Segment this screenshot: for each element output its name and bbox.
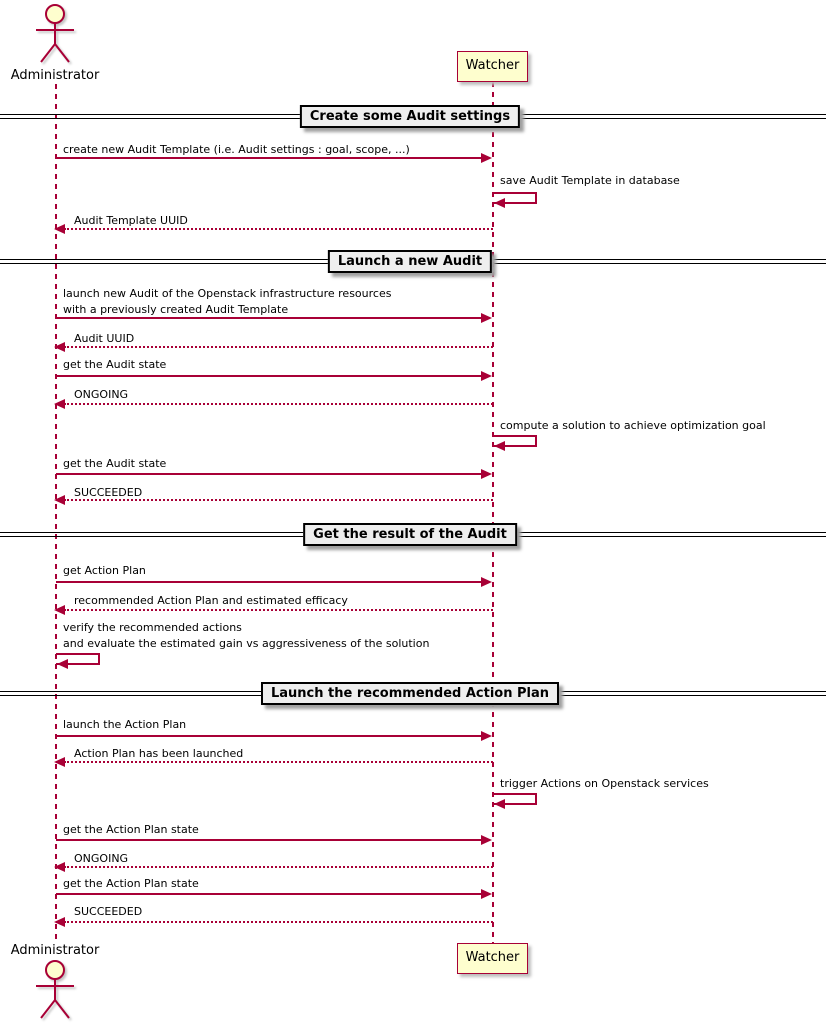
arrowhead-left-icon — [54, 757, 65, 767]
message-return-line — [64, 609, 493, 611]
message-return-line — [64, 866, 493, 868]
arrowhead-left-icon — [494, 799, 505, 809]
message-label: Audit UUID — [74, 332, 135, 345]
arrowhead-left-icon — [54, 917, 65, 927]
message-label: SUCCEEDED — [74, 486, 143, 499]
message-return-line — [64, 403, 493, 405]
message-arrow-line — [56, 375, 482, 377]
message-label: Audit Template UUID — [74, 214, 188, 227]
message-arrow-line — [56, 317, 482, 319]
arrowhead-right-icon — [481, 153, 492, 163]
arrowhead-left-icon — [54, 224, 65, 234]
divider-title: Get the result of the Audit — [303, 523, 517, 546]
message-return-line — [64, 346, 493, 348]
message-label: Action Plan has been launched — [74, 747, 244, 760]
watcher-box-bottom: Watcher — [457, 943, 528, 974]
self-message-loop — [493, 793, 537, 805]
arrowhead-left-icon — [54, 399, 65, 409]
message-arrow-line — [56, 893, 482, 895]
message-label: get the Action Plan state — [63, 877, 199, 890]
arrowhead-right-icon — [481, 313, 492, 323]
divider-title: Launch a new Audit — [327, 250, 493, 273]
actor-icon — [36, 960, 74, 1019]
message-return-line — [64, 921, 493, 923]
arrowhead-left-icon — [54, 495, 65, 505]
arrowhead-left-icon — [494, 198, 505, 208]
arrowhead-right-icon — [481, 731, 492, 741]
message-arrow-line — [56, 473, 482, 475]
arrowhead-left-icon — [494, 441, 505, 451]
message-label: ONGOING — [74, 852, 129, 865]
message-label: recommended Action Plan and estimated ef… — [74, 594, 348, 607]
arrowhead-left-icon — [54, 342, 65, 352]
divider-title: Create some Audit settings — [299, 105, 521, 128]
message-arrow-line — [56, 157, 482, 159]
message-label: get the Audit state — [63, 358, 167, 371]
actor-icon — [36, 4, 74, 63]
watcher-lifeline — [492, 82, 494, 943]
message-arrow-line — [56, 735, 482, 737]
watcher-box-top: Watcher — [457, 51, 528, 82]
message-return-line — [64, 228, 493, 230]
message-label: SUCCEEDED — [74, 905, 143, 918]
message-label: get the Audit state — [63, 457, 167, 470]
self-message-loop — [493, 435, 537, 447]
divider-title: Launch the recommended Action Plan — [260, 682, 560, 705]
message-arrow-line — [56, 581, 482, 583]
arrowhead-right-icon — [481, 835, 492, 845]
arrowhead-left-icon — [57, 659, 68, 669]
message-label: get Action Plan — [63, 564, 146, 577]
arrowhead-right-icon — [481, 469, 492, 479]
message-label: verify the recommended actions and evalu… — [63, 621, 430, 650]
message-label: trigger Actions on Openstack services — [500, 777, 709, 790]
administrator-label-bottom: Administrator — [10, 943, 100, 958]
arrowhead-left-icon — [54, 862, 65, 872]
message-label: save Audit Template in database — [500, 174, 680, 187]
message-label: get the Action Plan state — [63, 823, 199, 836]
arrowhead-right-icon — [481, 577, 492, 587]
message-label: compute a solution to achieve optimizati… — [500, 419, 766, 432]
self-message-loop — [56, 653, 100, 665]
administrator-label-top: Administrator — [10, 68, 100, 83]
arrowhead-left-icon — [54, 605, 65, 615]
message-label: create new Audit Template (i.e. Audit se… — [63, 143, 410, 156]
message-return-line — [64, 761, 493, 763]
message-label: launch new Audit of the Openstack infras… — [63, 287, 392, 316]
self-message-loop — [493, 192, 537, 204]
arrowhead-right-icon — [481, 371, 492, 381]
administrator-lifeline — [55, 84, 57, 944]
message-return-line — [64, 499, 493, 501]
arrowhead-right-icon — [481, 889, 492, 899]
message-label: ONGOING — [74, 388, 129, 401]
message-arrow-line — [56, 839, 482, 841]
message-label: launch the Action Plan — [63, 718, 187, 731]
